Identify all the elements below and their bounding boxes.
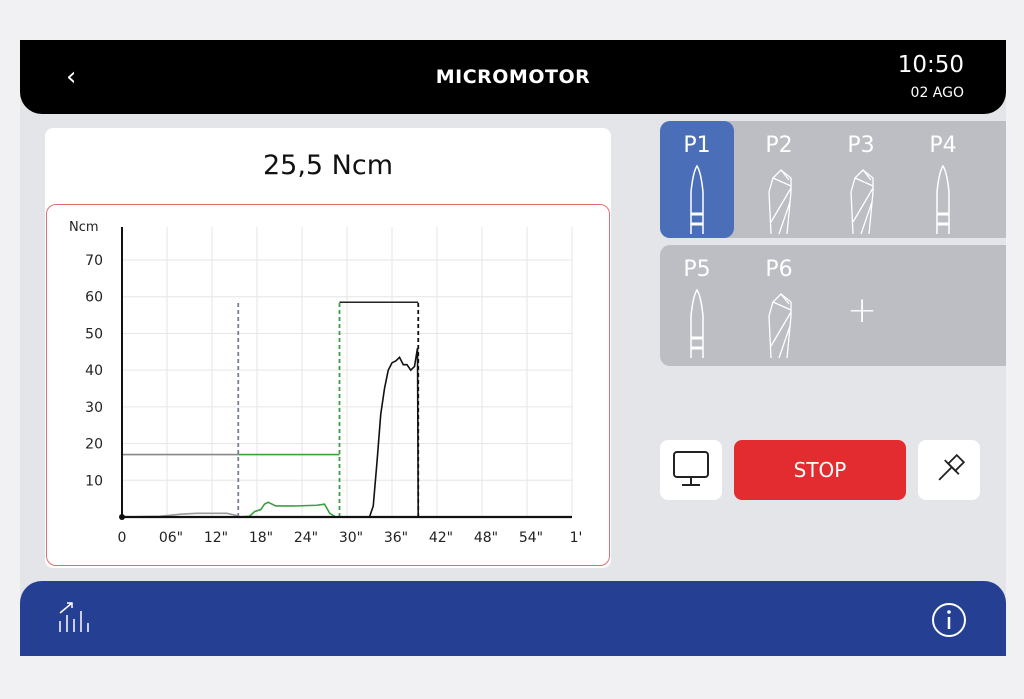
info-icon[interactable] xyxy=(930,601,968,639)
program-label: P6 xyxy=(765,257,793,282)
y-tick-label: 30 xyxy=(85,400,103,416)
program-label: P1 xyxy=(683,133,711,158)
monitor-icon xyxy=(673,451,709,486)
x-tick-label: 54" xyxy=(519,530,543,546)
add-program-button[interactable]: + xyxy=(847,290,878,331)
y-tick-label: 10 xyxy=(85,473,103,489)
x-tick-label: 30" xyxy=(339,530,363,546)
y-axis-label: Ncm xyxy=(69,220,99,235)
torque-card: 25,5 Ncm 10 20 30 40 50 60 70 0 06" 12" 18" 24" 30" 3… xyxy=(45,128,611,568)
program-tile-p5[interactable]: P5 xyxy=(660,245,734,362)
program-tile-p6[interactable]: P6 xyxy=(742,245,816,362)
axis-origin xyxy=(119,514,125,520)
y-tick-label: 20 xyxy=(85,437,103,453)
y-tick-label: 60 xyxy=(85,290,103,306)
x-tick-label: 48" xyxy=(474,530,498,546)
x-tick-label: 1' xyxy=(570,530,583,546)
clock-date: 02 AGO xyxy=(910,85,964,101)
program-label: P2 xyxy=(765,133,793,158)
drill-icon xyxy=(850,169,874,234)
drill-icon xyxy=(768,169,792,234)
back-button[interactable]: ‹ xyxy=(66,62,77,92)
program-label: P3 xyxy=(847,133,875,158)
program-row-1: P1 P2 P3 P4 xyxy=(660,121,1006,238)
torque-chart-svg: 10 20 30 40 50 60 70 0 06" 12" 18" 24" 30" 36" 42" 48" 5… xyxy=(69,220,583,546)
bur-icon xyxy=(690,288,704,358)
program-tile-p4[interactable]: P4 xyxy=(906,121,980,238)
x-tick-label: 36" xyxy=(384,530,408,546)
footer-bar xyxy=(20,581,1006,656)
x-tick-label: 18" xyxy=(249,530,273,546)
header-bar: ‹ MICROMOTOR 10:50 02 AGO xyxy=(20,40,1006,114)
torque-series-line xyxy=(238,501,340,518)
x-tick-label: 12" xyxy=(204,530,228,546)
torque-series-line xyxy=(339,348,420,518)
clock-time: 10:50 xyxy=(897,52,964,78)
y-tick-label: 70 xyxy=(85,253,103,269)
x-tick-label: 24" xyxy=(294,530,318,546)
program-label: P4 xyxy=(929,133,957,158)
y-tick-label: 50 xyxy=(85,326,103,342)
drill-icon xyxy=(768,293,792,358)
torque-reading: 25,5 Ncm xyxy=(262,150,394,181)
x-tick-label: 06" xyxy=(159,530,183,546)
page-title: MICROMOTOR xyxy=(435,66,591,88)
pin-button[interactable] xyxy=(918,440,980,500)
y-tick-label: 40 xyxy=(85,363,103,379)
x-tick-label: 0 xyxy=(118,530,127,546)
program-tile-p1[interactable]: P1 xyxy=(660,121,734,238)
program-tile-p2[interactable]: P2 xyxy=(742,121,816,238)
monitor-button[interactable] xyxy=(660,440,722,500)
x-tick-label: 42" xyxy=(429,530,453,546)
torque-chart: 10 20 30 40 50 60 70 0 06" 12" 18" 24" 30" 36" 42" 48" 5… xyxy=(46,204,610,566)
program-row-2: + P5 P6 xyxy=(660,245,1006,366)
bar-chart-icon[interactable] xyxy=(56,599,94,635)
program-label: P5 xyxy=(683,257,711,282)
bur-icon xyxy=(690,164,704,234)
stop-button[interactable]: STOP xyxy=(734,440,906,500)
app-screen: ‹ MICROMOTOR 10:50 02 AGO 25,5 Ncm 10 20 3… xyxy=(20,40,1006,656)
bur-icon xyxy=(936,164,950,234)
pin-icon xyxy=(938,453,966,481)
program-tile-p3[interactable]: P3 xyxy=(824,121,898,238)
